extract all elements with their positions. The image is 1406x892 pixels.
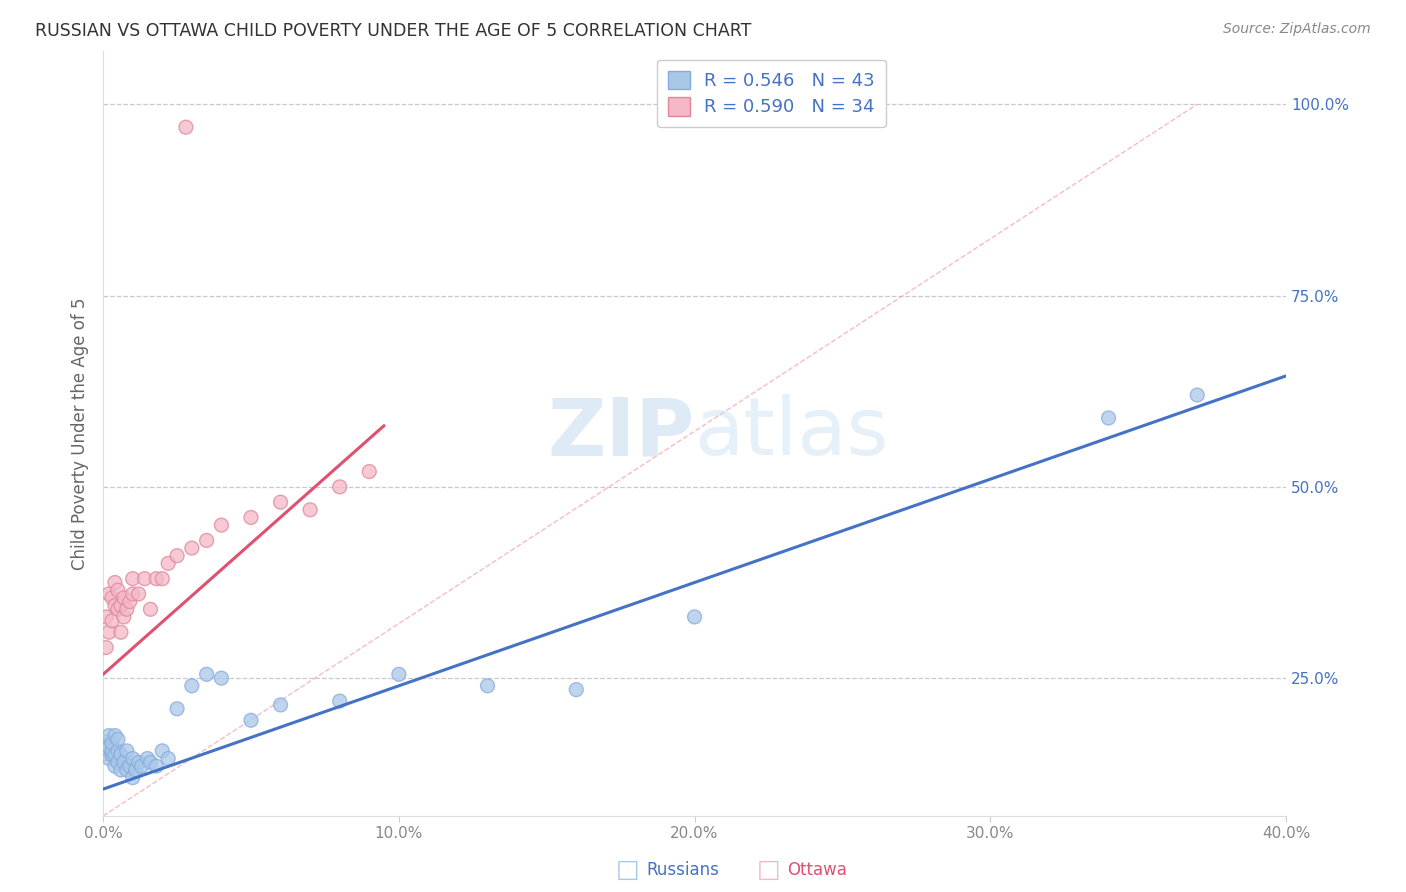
Point (98, 729, 121, 743)
Text: Russians: Russians (647, 861, 720, 879)
Point (112, 756, 135, 770)
Point (104, 747, 127, 762)
Text: Ottawa: Ottawa (787, 861, 848, 879)
Point (107, 602, 129, 616)
Point (166, 702, 188, 716)
Point (110, 599, 132, 613)
Point (128, 756, 150, 770)
Point (98, 739, 121, 754)
Point (94, 736, 117, 750)
Point (136, 751, 159, 765)
Point (101, 747, 124, 762)
Point (101, 614, 124, 628)
Point (104, 575, 127, 590)
Point (110, 763, 132, 777)
Point (195, 667, 218, 681)
Point (174, 120, 197, 135)
Point (112, 610, 135, 624)
Point (180, 679, 202, 693)
Point (359, 465, 381, 479)
Point (134, 572, 156, 586)
Point (104, 759, 127, 773)
Point (565, 682, 588, 697)
Point (94, 744, 117, 758)
Text: □: □ (756, 858, 780, 881)
Point (209, 518, 232, 533)
Point (121, 751, 143, 765)
Legend: R = 0.546   N = 43, R = 0.590   N = 34: R = 0.546 N = 43, R = 0.590 N = 34 (657, 60, 886, 128)
Point (329, 480, 352, 494)
Point (98, 587, 121, 601)
Point (115, 763, 138, 777)
Text: RUSSIAN VS OTTAWA CHILD POVERTY UNDER THE AGE OF 5 CORRELATION CHART: RUSSIAN VS OTTAWA CHILD POVERTY UNDER TH… (35, 22, 752, 40)
Point (299, 503, 322, 517)
Point (209, 671, 232, 685)
Y-axis label: Child Poverty Under the Age of 5: Child Poverty Under the Age of 5 (72, 297, 89, 569)
Point (240, 510, 263, 524)
Point (683, 610, 706, 624)
Point (270, 698, 292, 712)
Point (101, 591, 124, 605)
Point (94, 640, 117, 655)
Point (1187, 388, 1209, 402)
Point (118, 594, 141, 608)
Point (121, 587, 143, 601)
Point (477, 679, 499, 693)
Point (145, 759, 167, 773)
Point (104, 599, 127, 613)
Point (121, 572, 143, 586)
Point (329, 694, 352, 708)
Point (107, 744, 129, 758)
Point (104, 729, 127, 743)
Point (124, 763, 146, 777)
Point (107, 756, 129, 770)
Text: Source: ZipAtlas.com: Source: ZipAtlas.com (1223, 22, 1371, 37)
Point (115, 602, 138, 616)
Point (110, 747, 132, 762)
Point (388, 667, 411, 681)
Point (270, 495, 292, 509)
Point (1097, 411, 1119, 425)
Point (131, 759, 153, 773)
Point (94, 610, 117, 624)
Point (139, 756, 162, 770)
Point (157, 557, 180, 571)
Point (180, 541, 202, 555)
Point (115, 744, 138, 758)
Text: □: □ (616, 858, 640, 881)
Point (118, 759, 141, 773)
Point (98, 751, 121, 765)
Point (240, 713, 263, 727)
Point (139, 602, 162, 616)
Point (101, 736, 124, 750)
Point (110, 625, 132, 640)
Point (166, 549, 188, 563)
Point (107, 583, 129, 598)
Text: ZIP: ZIP (547, 394, 695, 472)
Point (150, 744, 173, 758)
Point (128, 587, 150, 601)
Point (112, 591, 135, 605)
Point (101, 744, 124, 758)
Point (107, 732, 129, 747)
Point (121, 771, 143, 785)
Text: atlas: atlas (695, 394, 889, 472)
Point (157, 751, 180, 765)
Point (195, 533, 218, 548)
Point (150, 572, 173, 586)
Point (98, 625, 121, 640)
Point (145, 572, 167, 586)
